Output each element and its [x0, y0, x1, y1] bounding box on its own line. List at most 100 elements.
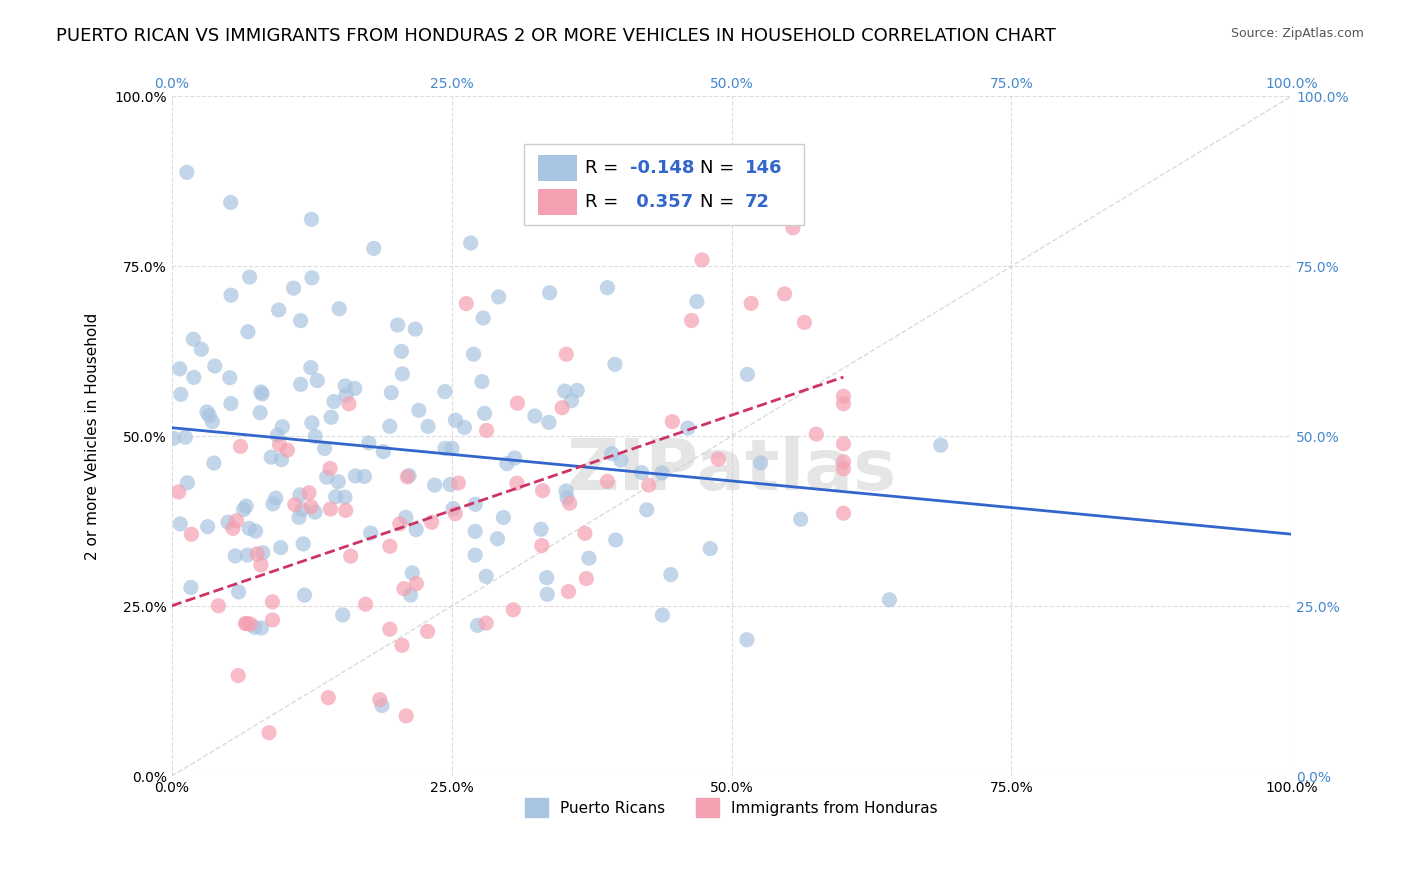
- Immigrants from Honduras: [354, 597, 377, 611]
- Puerto Ricans: [270, 452, 292, 467]
- Immigrants from Honduras: [229, 439, 252, 453]
- Immigrants from Honduras: [235, 616, 257, 631]
- Puerto Ricans: [283, 281, 305, 295]
- Puerto Ricans: [486, 532, 509, 546]
- Puerto Ricans: [267, 303, 290, 318]
- Immigrants from Honduras: [551, 401, 574, 415]
- Immigrants from Honduras: [335, 503, 357, 517]
- Puerto Ricans: [496, 457, 519, 471]
- Text: 146: 146: [745, 160, 783, 178]
- Puerto Ricans: [475, 569, 498, 583]
- Puerto Ricans: [304, 429, 326, 443]
- Immigrants from Honduras: [391, 638, 413, 652]
- Puerto Ricans: [236, 548, 259, 562]
- Puerto Ricans: [408, 403, 430, 417]
- Puerto Ricans: [291, 502, 314, 516]
- Puerto Ricans: [737, 368, 759, 382]
- Immigrants from Honduras: [832, 455, 855, 469]
- Puerto Ricans: [243, 620, 266, 634]
- Puerto Ricans: [391, 344, 413, 359]
- Immigrants from Honduras: [832, 462, 855, 476]
- Immigrants from Honduras: [555, 347, 578, 361]
- Immigrants from Honduras: [405, 576, 427, 591]
- Puerto Ricans: [373, 444, 395, 458]
- Puerto Ricans: [605, 533, 627, 547]
- Immigrants from Honduras: [475, 616, 498, 631]
- Immigrants from Honduras: [284, 498, 307, 512]
- Puerto Ricans: [699, 541, 721, 556]
- Puerto Ricans: [464, 524, 486, 539]
- Puerto Ricans: [636, 503, 658, 517]
- Puerto Ricans: [554, 384, 576, 398]
- Puerto Ricans: [202, 456, 225, 470]
- Puerto Ricans: [321, 410, 343, 425]
- Puerto Ricans: [239, 270, 262, 285]
- Immigrants from Honduras: [558, 496, 581, 510]
- Immigrants from Honduras: [378, 539, 401, 553]
- Puerto Ricans: [492, 510, 515, 524]
- Puerto Ricans: [353, 469, 375, 483]
- Immigrants from Honduras: [447, 476, 470, 491]
- Puerto Ricans: [363, 242, 385, 256]
- Immigrants from Honduras: [530, 539, 553, 553]
- Immigrants from Honduras: [262, 595, 284, 609]
- Puerto Ricans: [219, 195, 242, 210]
- Puerto Ricans: [335, 388, 357, 402]
- Text: -0.148: -0.148: [630, 160, 695, 178]
- Immigrants from Honduras: [257, 725, 280, 739]
- Immigrants from Honduras: [444, 507, 467, 521]
- Puerto Ricans: [328, 475, 350, 489]
- Immigrants from Honduras: [773, 286, 796, 301]
- Puerto Ricans: [224, 549, 246, 563]
- Puerto Ricans: [301, 416, 323, 430]
- Puerto Ricans: [343, 381, 366, 395]
- Puerto Ricans: [416, 419, 439, 434]
- Puerto Ricans: [266, 428, 288, 442]
- Immigrants from Honduras: [740, 296, 762, 310]
- Immigrants from Honduras: [298, 485, 321, 500]
- Immigrants from Honduras: [388, 516, 411, 531]
- Puerto Ricans: [398, 468, 420, 483]
- Puerto Ricans: [204, 359, 226, 373]
- Puerto Ricans: [879, 592, 901, 607]
- Puerto Ricans: [323, 394, 346, 409]
- Text: 72: 72: [745, 194, 770, 211]
- Puerto Ricans: [232, 502, 254, 516]
- Immigrants from Honduras: [832, 389, 855, 403]
- Puerto Ricans: [236, 325, 259, 339]
- Immigrants from Honduras: [793, 315, 815, 329]
- Puerto Ricans: [651, 607, 673, 622]
- Immigrants from Honduras: [319, 461, 342, 475]
- Puerto Ricans: [467, 618, 489, 632]
- Text: N =: N =: [700, 194, 740, 211]
- Puerto Ricans: [433, 384, 456, 399]
- Puerto Ricans: [170, 387, 193, 401]
- Puerto Ricans: [600, 446, 623, 460]
- Puerto Ricans: [290, 313, 312, 327]
- Puerto Ricans: [307, 374, 329, 388]
- Puerto Ricans: [270, 541, 292, 555]
- Puerto Ricans: [169, 361, 191, 376]
- Puerto Ricans: [536, 587, 558, 601]
- Puerto Ricans: [294, 588, 316, 602]
- FancyBboxPatch shape: [538, 155, 576, 180]
- Puerto Ricans: [249, 406, 271, 420]
- Immigrants from Honduras: [596, 475, 619, 489]
- Immigrants from Honduras: [475, 424, 498, 438]
- Puerto Ricans: [245, 524, 267, 538]
- Puerto Ricans: [503, 450, 526, 465]
- Immigrants from Honduras: [681, 313, 703, 327]
- Puerto Ricans: [387, 318, 409, 332]
- Immigrants from Honduras: [167, 484, 190, 499]
- Puerto Ricans: [328, 301, 350, 316]
- Immigrants from Honduras: [222, 521, 245, 535]
- Immigrants from Honduras: [395, 709, 418, 723]
- Immigrants from Honduras: [250, 558, 273, 572]
- Puerto Ricans: [463, 347, 485, 361]
- Text: N =: N =: [700, 160, 740, 178]
- Immigrants from Honduras: [690, 252, 713, 267]
- Puerto Ricans: [596, 280, 619, 294]
- Puerto Ricans: [474, 406, 496, 420]
- Puerto Ricans: [183, 370, 205, 384]
- Puerto Ricans: [441, 501, 464, 516]
